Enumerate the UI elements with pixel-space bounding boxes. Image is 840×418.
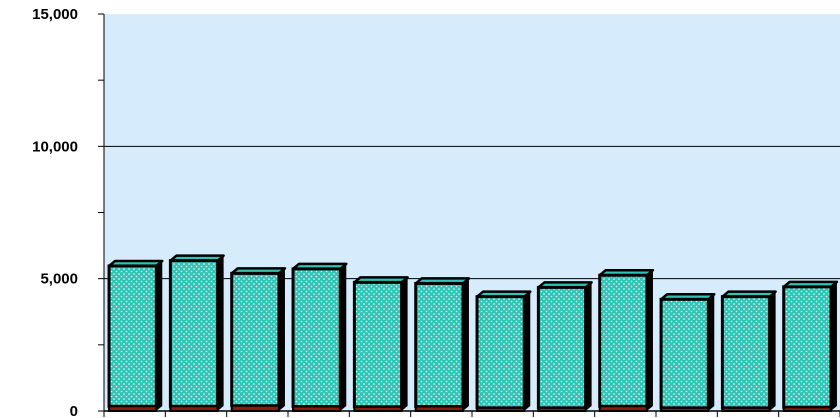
bar-segment <box>536 285 588 410</box>
bar-5 <box>352 276 409 412</box>
y-ticks <box>98 13 840 417</box>
bar-segment <box>475 295 526 410</box>
bar-segment <box>291 267 342 409</box>
bar-base-segment <box>230 404 280 412</box>
gridlines <box>104 145 840 280</box>
bar-11 <box>720 290 777 413</box>
bar-12 <box>782 280 839 413</box>
bar-8 <box>536 281 593 413</box>
bar-side <box>646 270 653 411</box>
bar-segment <box>598 273 649 408</box>
bar-segment <box>168 259 220 408</box>
plot-area <box>104 14 840 411</box>
bar-7 <box>475 290 532 413</box>
bar-side <box>524 291 531 411</box>
bar-side <box>708 294 715 411</box>
y-tick-label-3: 15,000 <box>32 6 78 23</box>
bar-6 <box>414 277 471 413</box>
bar-segment <box>107 264 158 408</box>
bar-4 <box>291 262 348 413</box>
bar-segment <box>659 297 710 410</box>
bar-9 <box>598 268 655 412</box>
bar-side <box>830 281 837 411</box>
bar-3 <box>230 267 287 412</box>
bar-side <box>585 282 592 411</box>
bar-segment <box>230 271 281 408</box>
bar-2 <box>168 254 225 412</box>
bar-segment <box>720 295 772 410</box>
bar-side <box>401 277 408 411</box>
bar-segment <box>352 280 404 409</box>
bar-1 <box>107 259 164 412</box>
bar-segment <box>414 281 465 409</box>
bar-segment <box>782 285 833 409</box>
y-tick-label-0: 0 <box>70 403 78 418</box>
y-tick-label-2: 10,000 <box>32 138 78 155</box>
bars <box>107 254 839 413</box>
bar-side <box>769 291 776 411</box>
y-tick-label-1: 5,000 <box>40 271 78 288</box>
y-tick-labels: 0 5,000 10,000 15,000 <box>32 6 78 418</box>
bar-10 <box>659 293 716 413</box>
